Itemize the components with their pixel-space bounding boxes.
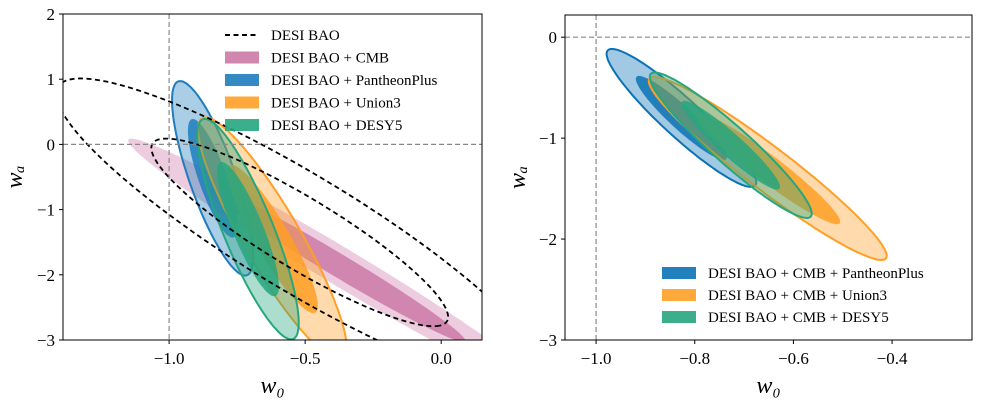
x-tick-label: −0.4 bbox=[877, 349, 908, 368]
y-tick-label: −3 bbox=[37, 331, 55, 350]
plot-area bbox=[565, 15, 972, 340]
y-axis-label: wₐ bbox=[2, 165, 28, 188]
legend-label: DESI BAO + CMB + Union3 bbox=[708, 288, 887, 304]
legend-swatch bbox=[225, 119, 259, 131]
legend-label: DESI BAO bbox=[271, 28, 340, 44]
x-tick-label: −1.0 bbox=[154, 349, 185, 368]
legend-label: DESI BAO + CMB bbox=[271, 51, 389, 67]
y-tick-label: −2 bbox=[37, 266, 55, 285]
y-axis-label: wₐ bbox=[505, 166, 531, 189]
x-tick-label: −0.6 bbox=[778, 349, 809, 368]
y-tick-label: −3 bbox=[539, 331, 557, 350]
legend-label: DESI BAO + CMB + PantheonPlus bbox=[708, 266, 924, 282]
legend: DESI BAO DESI BAO + CMB DESI BAO + Pantheo… bbox=[225, 28, 438, 134]
legend-swatch bbox=[225, 74, 259, 86]
x-tick-label: −0.8 bbox=[679, 349, 710, 368]
x-axis-label: w₀ bbox=[260, 373, 284, 399]
y-tick-label: −1 bbox=[37, 201, 55, 220]
legend-label: DESI BAO + DESY5 bbox=[271, 118, 402, 134]
contour-desi-bao-desy5-68 bbox=[217, 162, 279, 297]
legend-swatch bbox=[225, 96, 259, 109]
legend-item: DESI BAO bbox=[225, 28, 340, 44]
legend-item: DESI BAO + CMB + PantheonPlus bbox=[662, 266, 924, 282]
x-tick-label: 0.0 bbox=[431, 349, 452, 368]
legend-item: DESI BAO + CMB bbox=[225, 51, 389, 67]
contour-desi-bao-68 bbox=[150, 137, 450, 328]
legend-item: DESI BAO + PantheonPlus bbox=[225, 73, 438, 89]
legend-label: DESI BAO + CMB + DESY5 bbox=[708, 310, 889, 326]
legend-item: DESI BAO + Union3 bbox=[225, 96, 401, 112]
y-tick-label: 2 bbox=[47, 5, 56, 24]
y-tick-label: 0 bbox=[47, 135, 56, 154]
y-tick-label: −1 bbox=[539, 129, 557, 148]
axes-frame bbox=[62, 13, 483, 341]
contour-desi-bao-cmb-desy5-68 bbox=[681, 100, 781, 190]
legend-swatch bbox=[225, 51, 259, 64]
legend-label: DESI BAO + Union3 bbox=[271, 96, 401, 112]
legend-swatch bbox=[662, 267, 696, 279]
y-tick-label: 1 bbox=[47, 70, 56, 89]
x-axis-label: w₀ bbox=[756, 373, 780, 399]
y-tick-label: 0 bbox=[549, 28, 558, 47]
legend-item: DESI BAO + DESY5 bbox=[225, 118, 402, 134]
axes-frame bbox=[564, 14, 973, 341]
plot-area bbox=[63, 14, 482, 340]
contour-desi-bao-95 bbox=[63, 77, 482, 340]
legend-item: DESI BAO + CMB + DESY5 bbox=[662, 310, 889, 326]
x-tick-label: −0.5 bbox=[290, 349, 321, 368]
x-tick-label: −1.0 bbox=[581, 349, 612, 368]
legend-swatch bbox=[662, 289, 696, 301]
legend-item: DESI BAO + CMB + Union3 bbox=[662, 288, 887, 304]
y-tick-label: −2 bbox=[539, 230, 557, 249]
legend-label: DESI BAO + PantheonPlus bbox=[271, 73, 438, 89]
legend-swatch bbox=[662, 311, 696, 323]
legend: DESI BAO + CMB + PantheonPlus DESI BAO + … bbox=[662, 266, 924, 326]
panel-2: −1.0 −0.8 −0.6 −0.4 −3 −2 −1 0 w₀ wₐ DESI BAO + CM… bbox=[505, 14, 973, 399]
